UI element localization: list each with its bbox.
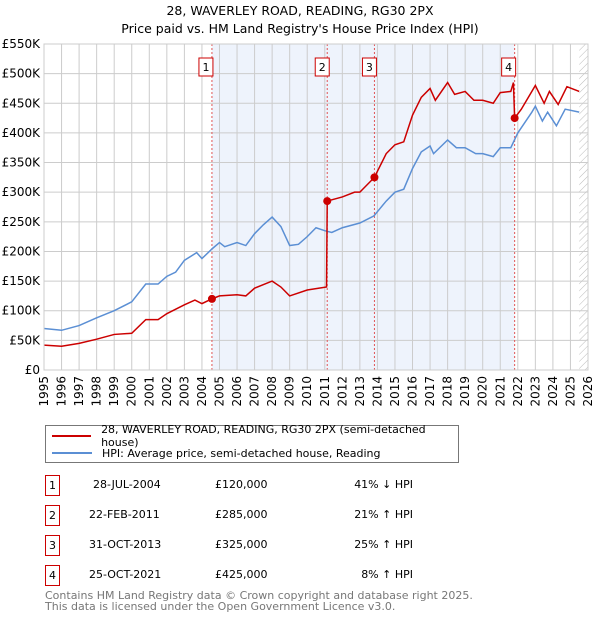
y-tick-label: £300K: [2, 185, 42, 199]
sale-label-box: [314, 57, 330, 77]
sale-label: 2: [319, 61, 326, 74]
sale-date: 25-OCT-2021: [89, 568, 162, 581]
sale-row: 3 31-OCT-2013 £325,000 25% ↑ HPI: [45, 535, 445, 556]
x-tick-label: 2011: [318, 376, 332, 407]
x-tick-label: 2002: [160, 376, 174, 407]
legend-hpi-swatch: [52, 452, 92, 454]
x-tick-label: 2012: [335, 376, 349, 407]
x-tick-label: 2001: [142, 376, 156, 407]
legend-property-label: 28, WAVERLEY ROAD, READING, RG30 2PX (se…: [101, 423, 426, 449]
footer-copyright: Contains HM Land Registry data © Crown c…: [45, 589, 473, 602]
sale-number: 2: [45, 505, 60, 526]
sale-label-box: [361, 57, 377, 77]
y-tick-label: £100K: [2, 304, 42, 318]
sale-number: 1: [45, 475, 60, 496]
x-tick-label: 2024: [546, 376, 560, 407]
legend-property-swatch: [52, 435, 92, 437]
series-line: [43, 104, 580, 332]
y-tick-label: £500K: [2, 67, 42, 81]
x-tick-label: 2005: [212, 376, 226, 407]
x-tick-label: 2020: [476, 376, 490, 407]
y-tick-label: £250K: [2, 215, 42, 229]
chart-title: 28, WAVERLEY ROAD, READING, RG30 2PX: [166, 3, 434, 18]
x-tick-label: 2008: [265, 376, 279, 407]
x-tick-label: 2000: [125, 376, 139, 407]
x-tick-label: 1997: [72, 376, 86, 407]
x-tick-label: 1999: [107, 376, 121, 407]
sale-price: £325,000: [215, 538, 268, 551]
sale-label-box: [501, 57, 517, 77]
y-tick-label: £400K: [2, 126, 42, 140]
y-tick-label: £550K: [2, 37, 42, 51]
y-tick-label: £0: [25, 363, 40, 377]
sale-hpi-diff: 21% ↑ HPI: [354, 508, 413, 521]
sale-row: 1 28-JUL-2004 £120,000 41% ↓ HPI: [45, 475, 445, 496]
x-tick-label: 2006: [230, 376, 244, 407]
footer-licence: This data is licensed under the Open Gov…: [45, 600, 396, 613]
sale-label: 3: [366, 61, 373, 74]
sale-number: 3: [45, 535, 60, 556]
sale-date: 31-OCT-2013: [89, 538, 162, 551]
sale-number: 4: [45, 565, 60, 586]
sale-label: 4: [505, 61, 512, 74]
x-tick-label: 2025: [563, 376, 577, 407]
sale-hpi-diff: 25% ↑ HPI: [354, 538, 413, 551]
sale-label: 1: [202, 61, 209, 74]
sale-date: 28-JUL-2004: [93, 478, 161, 491]
x-tick-label: 2014: [370, 376, 384, 407]
x-tick-label: 2016: [406, 376, 420, 407]
series-line: [43, 81, 580, 348]
sale-price: £425,000: [215, 568, 268, 581]
sale-price: £120,000: [215, 478, 268, 491]
sale-point: [323, 197, 332, 206]
sale-row: 4 25-OCT-2021 £425,000 8% ↑ HPI: [45, 565, 445, 586]
x-tick-label: 2007: [248, 376, 262, 407]
sale-hpi-diff: 8% ↑ HPI: [361, 568, 413, 581]
x-tick-label: 2017: [423, 376, 437, 407]
x-tick-label: 1996: [55, 376, 69, 407]
x-tick-label: 2010: [300, 376, 314, 407]
chart-subtitle: Price paid vs. HM Land Registry's House …: [121, 21, 479, 36]
y-tick-label: £50K: [9, 333, 41, 347]
x-tick-label: 2022: [511, 376, 525, 407]
x-tick-label: 2013: [353, 376, 367, 407]
legend-hpi-label: HPI: Average price, semi-detached house,…: [102, 446, 381, 460]
x-tick-label: 2004: [195, 376, 209, 407]
sale-row: 2 22-FEB-2011 £285,000 21% ↑ HPI: [45, 505, 445, 526]
x-tick-label: 1995: [37, 376, 51, 407]
y-tick-label: £350K: [2, 156, 42, 170]
x-tick-label: 2026: [581, 376, 595, 407]
x-tick-label: 2009: [283, 376, 297, 407]
x-tick-label: 2021: [493, 376, 507, 407]
y-tick-label: £150K: [2, 274, 42, 288]
sale-point: [510, 114, 519, 123]
x-tick-label: 2003: [177, 376, 191, 407]
y-tick-label: £200K: [2, 244, 42, 258]
forecast-hatch-region: [579, 44, 588, 370]
x-tick-label: 2018: [441, 376, 455, 407]
price-chart: £0 £50K £100K £150K £200K £250K £300K £350K £400…: [2, 37, 595, 407]
sale-label-box: [198, 57, 214, 77]
sale-hpi-diff: 41% ↓ HPI: [354, 478, 413, 491]
sale-point: [370, 173, 379, 182]
x-tick-label: 2019: [458, 376, 472, 407]
x-tick-label: 2015: [388, 376, 402, 407]
sale-point: [207, 294, 216, 303]
shaded-ownership-region: [211, 44, 515, 370]
y-tick-label: £450K: [2, 96, 42, 110]
sale-date: 22-FEB-2011: [89, 508, 160, 521]
legend: 28, WAVERLEY ROAD, READING, RG30 2PX (se…: [45, 423, 459, 463]
x-tick-label: 1998: [90, 376, 104, 407]
x-tick-label: 2023: [528, 376, 542, 407]
sale-price: £285,000: [215, 508, 268, 521]
plot-border: [43, 43, 589, 371]
